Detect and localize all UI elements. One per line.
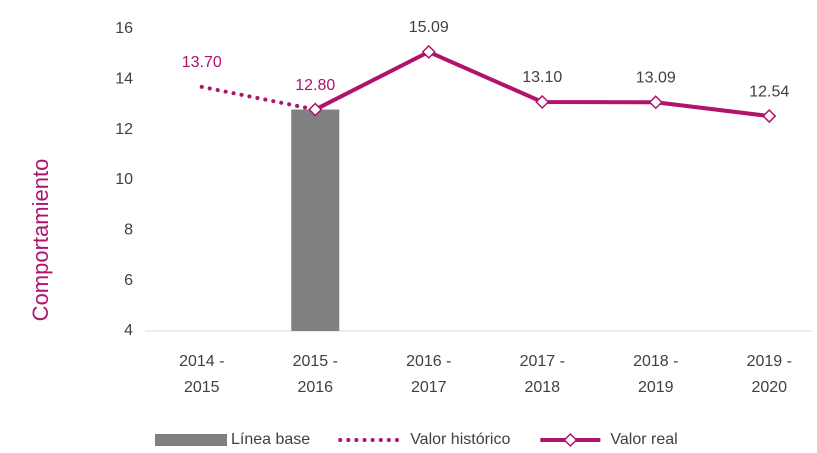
data-label: 12.54	[749, 83, 789, 100]
marker	[421, 44, 436, 59]
legend-label: Valor histórico	[410, 431, 510, 448]
y-axis-label: Comportamiento	[28, 159, 53, 322]
x-tick-label: 2020	[751, 379, 787, 396]
bar	[291, 109, 340, 332]
x-tick-label: 2016	[297, 379, 333, 396]
legend-label: Línea base	[231, 431, 310, 448]
legend-marker	[563, 432, 578, 448]
marker	[762, 109, 777, 124]
data-label: 13.09	[636, 69, 676, 86]
y-tick-label: 14	[115, 71, 133, 88]
data-label: 15.09	[409, 19, 449, 36]
y-tick-label: 8	[124, 222, 133, 239]
legend-swatch	[155, 434, 227, 446]
marker	[308, 102, 323, 117]
legend-label: Valor real	[610, 431, 677, 448]
x-tick-label: 2018 -	[633, 353, 678, 370]
y-tick-label: 4	[124, 322, 133, 339]
x-tick-label: 2014 -	[179, 353, 224, 370]
data-label: 13.10	[522, 69, 562, 86]
x-tick-label: 2017	[411, 379, 447, 396]
series-line	[199, 84, 318, 112]
data-label: 13.70	[182, 54, 222, 71]
marker	[648, 95, 663, 110]
y-tick-label: 16	[115, 20, 133, 37]
y-tick-label: 12	[115, 121, 133, 138]
data-label: 12.80	[295, 77, 335, 94]
x-tick-label: 2017 -	[520, 353, 565, 370]
x-tick-label: 2015	[184, 379, 220, 396]
marker	[535, 94, 550, 110]
x-tick-label: 2018	[524, 379, 560, 396]
y-tick-label: 6	[124, 272, 133, 289]
x-tick-label: 2015 -	[293, 353, 338, 370]
x-tick-label: 2019	[638, 379, 674, 396]
x-tick-label: 2016 -	[406, 353, 451, 370]
x-tick-label: 2019 -	[747, 353, 792, 370]
y-tick-label: 10	[115, 171, 133, 188]
